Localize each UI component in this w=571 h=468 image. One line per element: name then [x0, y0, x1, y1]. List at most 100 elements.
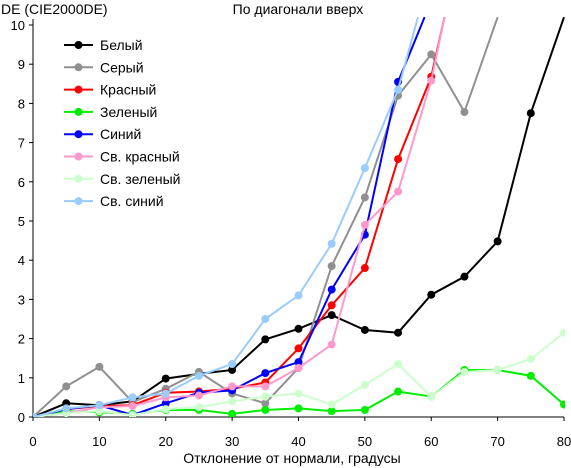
series-layer [33, 16, 565, 417]
data-point [327, 239, 336, 248]
legend-marker [74, 85, 83, 94]
data-point [427, 50, 436, 59]
legend-label: Серый [100, 59, 144, 75]
series-line [33, 16, 426, 417]
data-point [327, 262, 336, 271]
legend: Белый Серый Красный Зеленый Синий Св. красный… [64, 37, 180, 209]
legend-label: Св. зеленый [100, 171, 180, 187]
data-point [294, 358, 303, 367]
legend-marker [74, 107, 83, 116]
legend-marker [74, 174, 83, 183]
data-point [327, 311, 336, 320]
data-point [560, 328, 565, 337]
data-point [161, 389, 170, 398]
data-point [261, 335, 270, 344]
data-point [294, 404, 303, 413]
data-point [261, 315, 270, 323]
x-tick-label: 60 [424, 434, 438, 449]
data-point [427, 76, 436, 85]
data-point [228, 397, 237, 406]
data-point [394, 387, 403, 396]
data-point [62, 382, 71, 391]
data-point [95, 362, 104, 371]
data-point [394, 328, 403, 337]
data-point [95, 401, 104, 410]
data-point [526, 371, 535, 380]
legend-marker [74, 197, 83, 206]
legend-marker [74, 63, 83, 72]
y-tick-label: 2 [18, 332, 25, 347]
x-tick-label: 40 [291, 434, 305, 449]
data-point [261, 382, 270, 391]
y-tick-label: 8 [18, 96, 25, 111]
data-point [294, 324, 303, 333]
data-point [294, 389, 303, 398]
data-point [327, 407, 336, 416]
data-point [427, 290, 436, 299]
data-point [493, 365, 502, 374]
data-point [228, 365, 237, 374]
data-point [161, 405, 170, 414]
data-point [327, 301, 336, 310]
data-point [161, 374, 170, 383]
x-tick-label: 10 [92, 434, 106, 449]
y-tick-label: 9 [18, 57, 25, 72]
y-tick-label: 7 [18, 136, 25, 151]
y-tick-label: 1 [18, 371, 25, 386]
data-point [360, 405, 369, 414]
data-point [228, 409, 237, 417]
legend-marker [74, 152, 83, 161]
data-point [526, 109, 535, 118]
data-point [128, 411, 137, 417]
data-point [128, 402, 137, 411]
plot-area [33, 16, 565, 417]
data-point [360, 325, 369, 334]
axes: 0 1 2 3 4 5 6 7 8 9 10 0 10 20 30 40 50 60 70 80 [11, 18, 571, 449]
data-point [360, 264, 369, 273]
x-tick-label: 80 [557, 434, 571, 449]
y-axis-title: DE (CIE2000DE) [1, 1, 108, 17]
data-point [394, 85, 403, 94]
data-point [294, 291, 303, 300]
data-point [261, 392, 270, 401]
series-line [33, 16, 446, 417]
series-line [33, 16, 565, 417]
data-point [360, 220, 369, 229]
data-point [360, 164, 369, 173]
data-point [161, 399, 170, 408]
y-tick-label: 6 [18, 175, 25, 190]
legend-label: Св. синий [100, 193, 164, 209]
data-point [194, 371, 203, 380]
data-point [427, 392, 436, 401]
y-tick-label: 3 [18, 292, 25, 307]
data-point [228, 360, 237, 369]
legend-label: Белый [100, 37, 143, 53]
y-tick-label: 10 [11, 18, 25, 33]
data-point [526, 354, 535, 363]
data-point [194, 391, 203, 400]
data-point [294, 344, 303, 353]
data-point [62, 404, 71, 413]
data-point [33, 413, 37, 417]
data-point [360, 193, 369, 202]
data-point [493, 237, 502, 246]
data-point [394, 187, 403, 196]
x-tick-label: 70 [490, 434, 504, 449]
legend-label: Зеленый [100, 104, 157, 120]
x-tick-label: 20 [159, 434, 173, 449]
legend-marker [74, 41, 83, 49]
data-point [261, 405, 270, 414]
legend-label: Синий [100, 126, 141, 142]
y-tick-label: 5 [18, 214, 25, 229]
data-point [360, 380, 369, 389]
series-line [33, 16, 419, 417]
x-axis-title: Отклонение от нормали, градусы [183, 450, 400, 466]
data-point [394, 360, 403, 369]
data-point [327, 340, 336, 349]
y-tick-label: 0 [18, 410, 25, 425]
data-point [95, 407, 104, 416]
legend-label: Красный [100, 82, 156, 98]
legend-marker [74, 130, 83, 139]
data-point [327, 400, 336, 409]
